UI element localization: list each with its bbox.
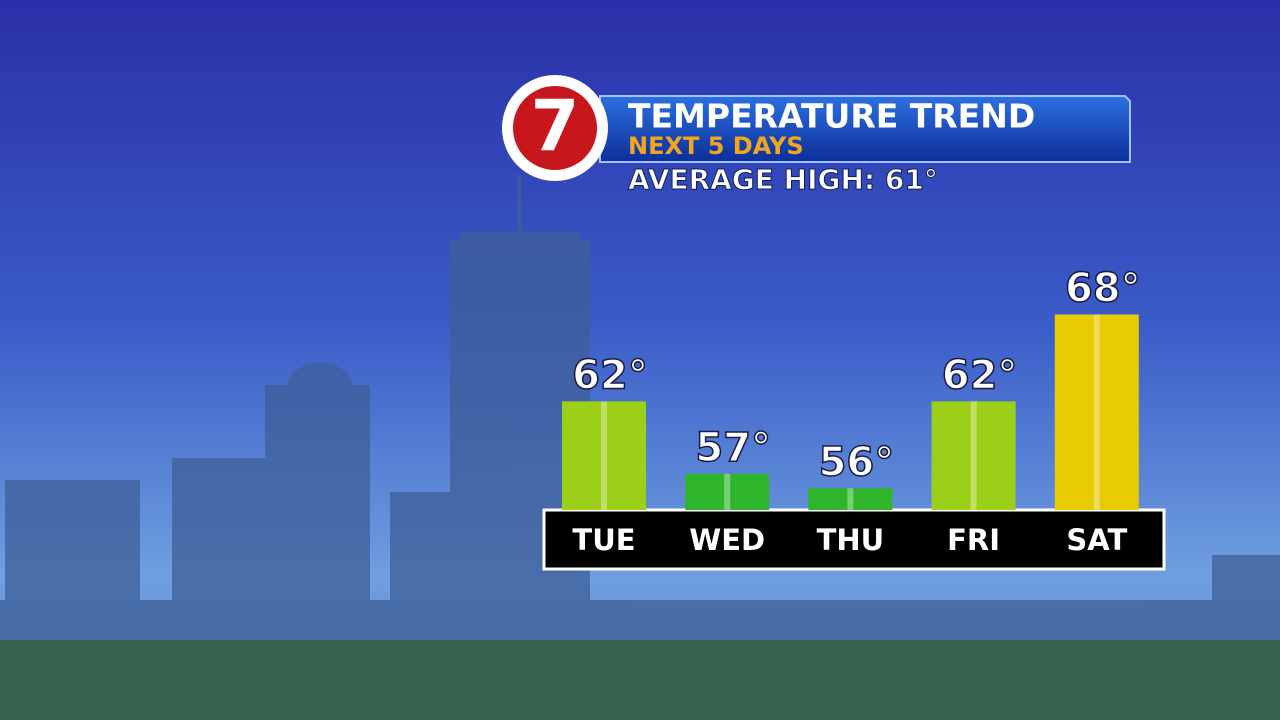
x-tick-label: THU bbox=[817, 523, 885, 557]
x-tick-label: FRI bbox=[947, 523, 1000, 557]
bar-shine bbox=[724, 473, 731, 510]
logo-disc bbox=[513, 86, 597, 170]
annotation: AVERAGE HIGH: 61° bbox=[628, 163, 938, 196]
trees bbox=[0, 640, 1280, 720]
chart-title: TEMPERATURE TREND bbox=[628, 97, 1035, 136]
value-label: 62° bbox=[942, 352, 1018, 398]
x-tick-label: SAT bbox=[1066, 523, 1127, 557]
bar bbox=[931, 401, 1016, 510]
x-tick-label: TUE bbox=[572, 523, 635, 557]
bar-shine bbox=[847, 488, 854, 510]
bar bbox=[1054, 314, 1139, 510]
day-strip bbox=[542, 508, 1166, 571]
value-label: 68° bbox=[1065, 265, 1141, 311]
bar bbox=[562, 401, 646, 510]
x-tick-label: WED bbox=[689, 523, 765, 557]
bar-shine bbox=[970, 401, 977, 510]
bar-shine bbox=[601, 401, 607, 510]
logo: 7 bbox=[531, 85, 580, 167]
bar-shine bbox=[1093, 314, 1100, 510]
value-label: 56° bbox=[819, 439, 895, 485]
value-label: 57° bbox=[695, 425, 771, 471]
bar bbox=[685, 473, 770, 510]
subtitle: NEXT 5 DAYS bbox=[628, 132, 804, 160]
bar bbox=[808, 488, 893, 510]
value-label: 62° bbox=[572, 352, 648, 398]
